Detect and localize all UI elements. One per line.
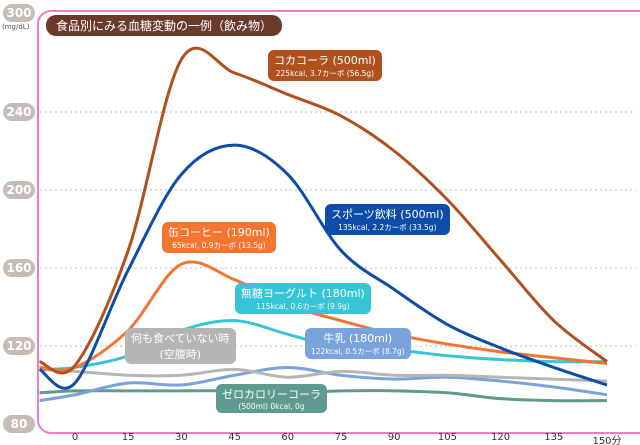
chart-title: 食品別にみる血糖変動の一例（飲み物）: [46, 15, 283, 36]
callout-fasting: 何も食べていない時 (空腹時): [125, 328, 236, 364]
y-tick-label: 80: [3, 415, 35, 433]
callout-sports-drink: スポーツ飲料 (500ml) 135kcal, 2.2カーボ (33.5g): [325, 204, 450, 235]
series-name: 牛乳 (180ml): [323, 332, 393, 345]
x-tick-label: 45: [228, 432, 241, 443]
callout-coca-cola: コカコーラ (500ml) 225kcal, 3.7カーボ (56.5g): [268, 50, 382, 81]
series-line: [39, 367, 608, 383]
series-note: 225kcal, 3.7カーボ (56.5g): [275, 69, 375, 78]
callout-canned-coffee: 缶コーヒー (190ml) 65kcal, 0.9カーボ (13.5g): [162, 222, 276, 253]
x-tick-label: 15: [121, 432, 135, 443]
series-name: ゼロカロリーコーラ: [222, 388, 321, 401]
x-tick-label: 60: [281, 432, 295, 443]
callout-zero-cola: ゼロカロリーコーラ (500ml) 0kcal, 0g: [216, 384, 327, 413]
y-tick-label: 240: [3, 103, 35, 121]
series-note: 65kcal, 0.9カーボ (13.5g): [172, 241, 266, 250]
series-name: スポーツ飲料 (500ml): [331, 208, 444, 221]
x-tick-label: 105: [437, 432, 457, 443]
series-line: [38, 46, 608, 375]
series-note: (500ml) 0kcal, 0g: [238, 402, 305, 411]
x-tick-label: 0: [71, 432, 79, 443]
y-tick-label: 120: [3, 337, 35, 355]
y-tick-label: 200: [3, 181, 35, 199]
series-line: [38, 143, 608, 390]
x-tick-label: 30: [175, 432, 188, 443]
callout-yogurt: 無糖ヨーグルト (180ml) 115kcal, 0.6カーボ (9.9g): [235, 283, 371, 314]
plot-frame: [37, 10, 640, 434]
series-line: [39, 365, 608, 403]
callout-milk: 牛乳 (180ml) 122kcal, 0.5カーボ (8.7g): [305, 328, 411, 359]
y-tick-label: 160: [3, 259, 35, 277]
series-note: (空腹時): [159, 348, 202, 361]
series-name: 缶コーヒー (190ml): [168, 226, 270, 239]
x-tick-label: 75: [334, 432, 348, 443]
series-name: 何も食べていない時: [131, 332, 230, 345]
series-note: 135kcal, 2.2カーボ (33.5g): [338, 223, 437, 232]
y-tick-label: 300: [3, 4, 35, 22]
y-axis-unit: (mg/dL): [2, 23, 30, 31]
x-tick-label: 150分: [592, 436, 622, 445]
series-note: 115kcal, 0.6カーボ (9.9g): [256, 302, 350, 311]
series-name: コカコーラ (500ml): [274, 54, 376, 67]
series-name: 無糖ヨーグルト (180ml): [241, 287, 365, 300]
x-tick-label: 90: [387, 432, 401, 443]
x-tick-label: 120: [491, 432, 511, 443]
series-note: 122kcal, 0.5カーボ (8.7g): [311, 347, 405, 356]
x-tick-label: 135: [544, 432, 564, 443]
